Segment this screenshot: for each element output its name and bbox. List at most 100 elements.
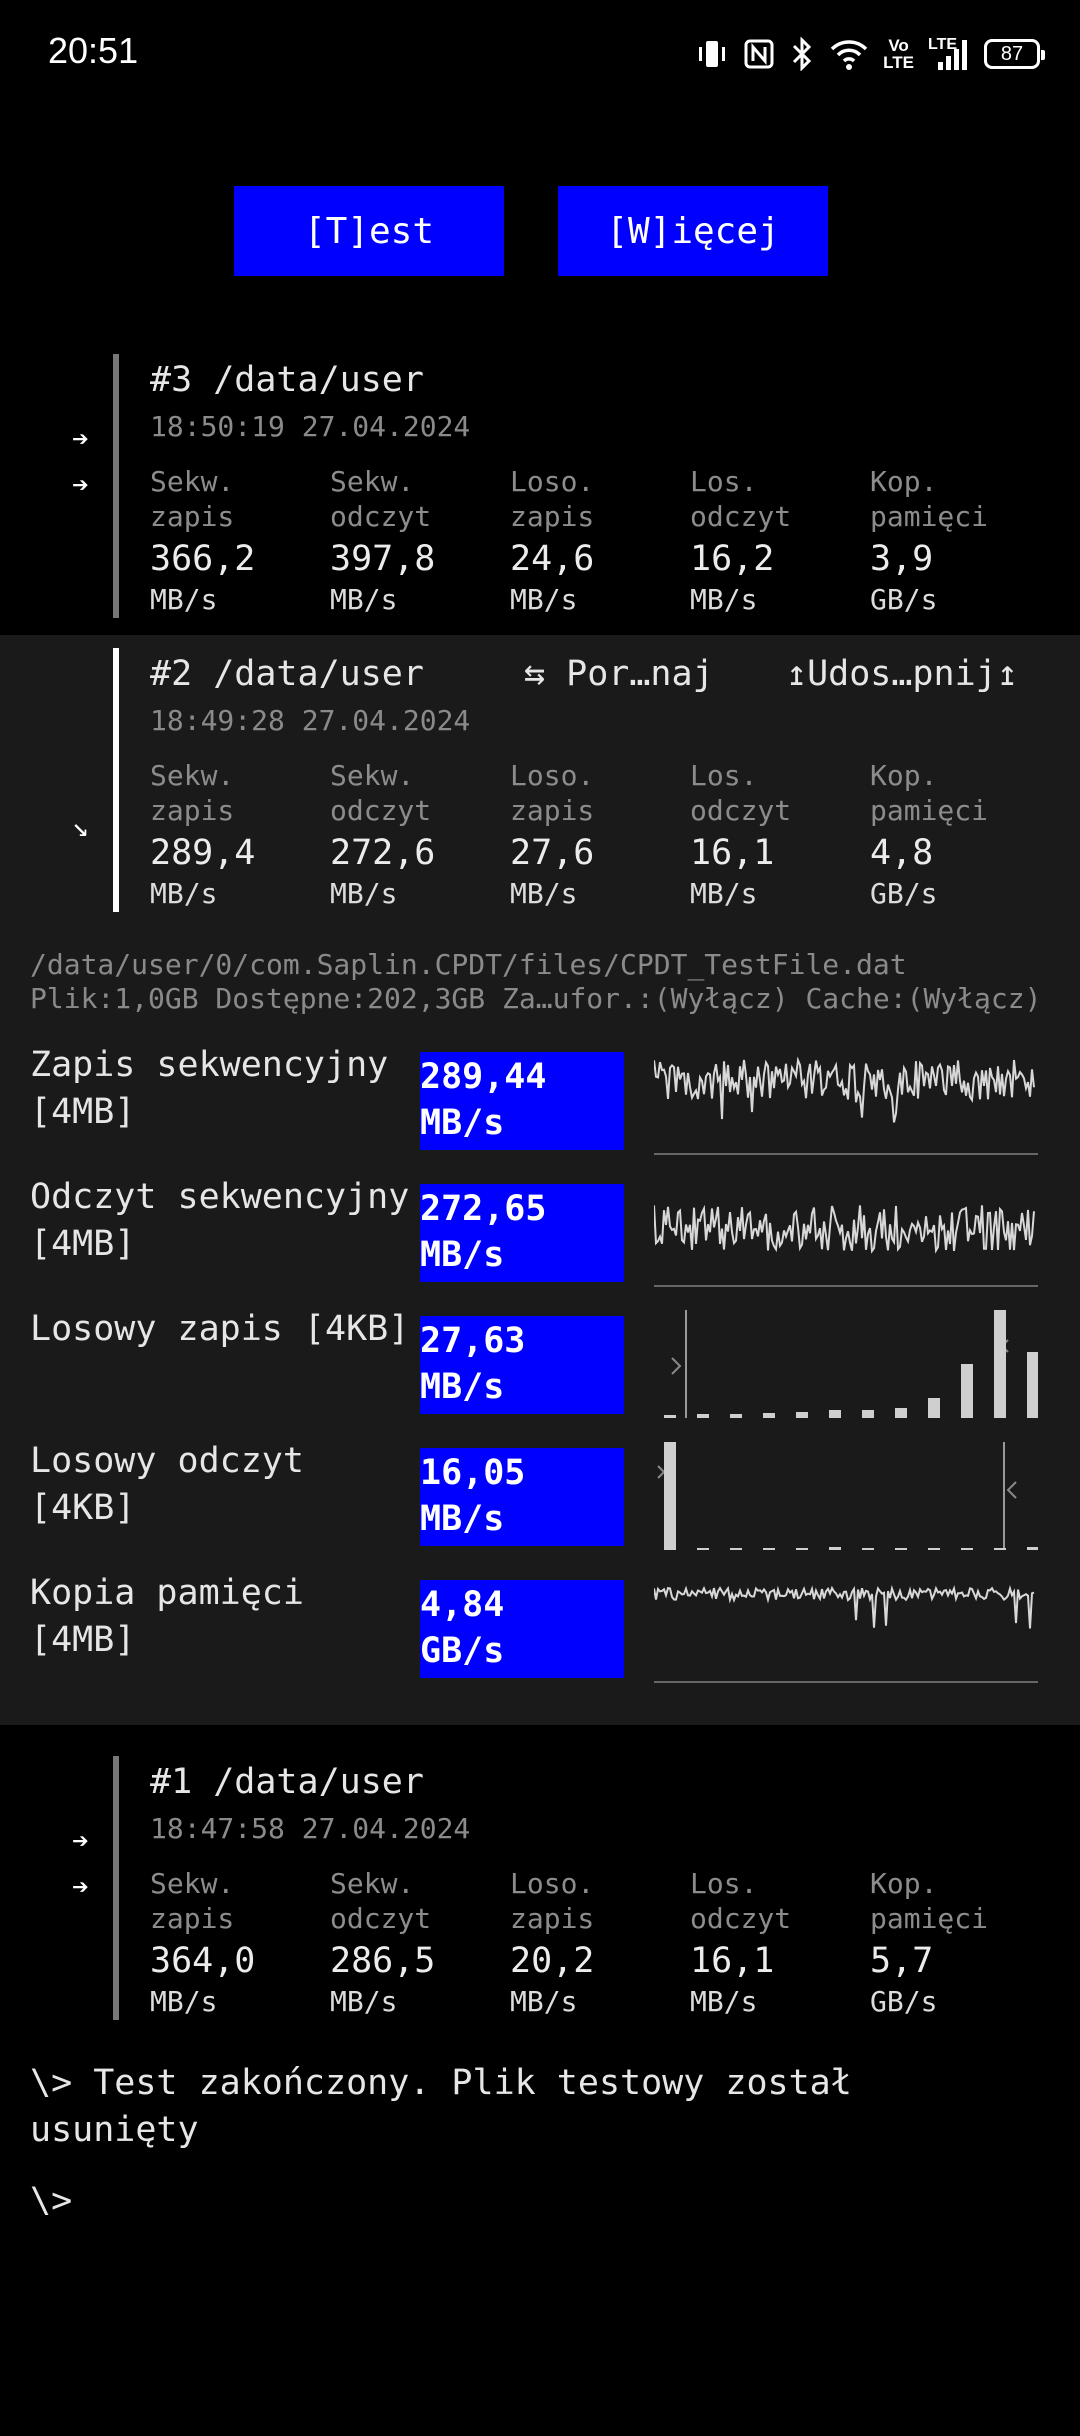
test-value: 16,05: [420, 1453, 526, 1493]
metric-label-line2: odczyt: [330, 1902, 432, 1935]
metric-unit: MB/s: [690, 583, 758, 616]
test-unit: GB/s: [420, 1631, 505, 1671]
test-result-mem-copy: 4,84 GB/s: [420, 1580, 624, 1678]
test-unit: MB/s: [420, 1235, 505, 1275]
metric-unit: MB/s: [330, 583, 398, 616]
result-entry-1[interactable]: ➔ ➔ #1 /data/user 18:47:58 27.04.2024 Se…: [0, 1756, 1080, 2020]
result-datetime: 18:50:19 27.04.2024: [150, 410, 471, 443]
metric-label-line1: Loso.: [510, 759, 595, 792]
histogram-bar: [994, 1310, 1006, 1418]
bluetooth-icon: [789, 37, 815, 71]
metric-mem-copy: Kop. pamięci 3,9 GB/s: [870, 464, 1050, 618]
metric-label-line1: Sekw.: [330, 1867, 415, 1900]
compare-button[interactable]: ⇆ Por…naj: [524, 654, 714, 694]
metric-label-line2: pamięci: [870, 500, 989, 533]
share-button[interactable]: ↥Udos…pnij↥: [786, 654, 1018, 694]
metric-label-line1: Sekw.: [150, 759, 235, 792]
metric-value: 5,7: [870, 1941, 934, 1981]
status-icons: Vo LTE LTE 87: [695, 30, 1045, 78]
result-divider-bar: [113, 1756, 119, 2020]
result-entry-2[interactable]: ↘ #2 /data/user ⇆ Por…naj ↥Udos…pnij↥ 18…: [0, 648, 1080, 912]
volte-icon: Vo LTE: [883, 37, 914, 71]
test-value: 27,63: [420, 1321, 526, 1361]
metric-seq-write: Sekw. zapis 289,4 MB/s: [150, 758, 330, 912]
histogram-bar: [697, 1548, 709, 1550]
status-time: 20:51: [48, 30, 139, 71]
metric-mem-copy: Kop. pamięci 5,7 GB/s: [870, 1866, 1050, 2020]
status-bar: 20:51 Vo LTE LTE 87: [0, 0, 1080, 110]
histogram-bar: [730, 1548, 742, 1550]
result-title: #1 /data/user: [150, 1762, 424, 1802]
result-entry-3[interactable]: ➔ ➔ #3 /data/user 18:50:19 27.04.2024 Se…: [0, 354, 1080, 618]
metric-unit: MB/s: [510, 583, 578, 616]
metric-label-line2: zapis: [510, 1902, 595, 1935]
metric-unit: GB/s: [870, 583, 938, 616]
metric-value: 4,8: [870, 833, 934, 873]
test-value: 272,65: [420, 1189, 547, 1229]
metric-unit: MB/s: [510, 877, 578, 910]
metric-unit: MB/s: [150, 877, 218, 910]
metric-label-line1: Los.: [690, 759, 758, 792]
metric-seq-read: Sekw. odczyt 397,8 MB/s: [330, 464, 510, 618]
metric-label-line2: zapis: [150, 794, 235, 827]
metric-unit: GB/s: [870, 877, 938, 910]
arrow-down-right-icon: ↘: [72, 810, 89, 843]
lte-label: LTE: [928, 36, 958, 53]
metric-value: 16,2: [690, 539, 775, 579]
metric-label-line2: zapis: [150, 500, 235, 533]
test-result-seq-read: 272,65 MB/s: [420, 1184, 624, 1282]
metric-value: 286,5: [330, 1941, 436, 1981]
metric-unit: MB/s: [690, 1985, 758, 2018]
vibrate-icon: [695, 37, 729, 71]
metric-rand-read: Los. odczyt 16,1 MB/s: [690, 758, 870, 912]
metric-unit: MB/s: [690, 877, 758, 910]
metric-unit: MB/s: [150, 1985, 218, 2018]
histogram-bar: [862, 1410, 874, 1418]
histogram-bar: [697, 1414, 709, 1418]
metric-seq-write: Sekw. zapis 366,2 MB/s: [150, 464, 330, 618]
histogram-bar: [961, 1364, 973, 1418]
test-label-seq-read: Odczyt sekwencyjny [4MB]: [30, 1177, 410, 1264]
metric-seq-read: Sekw. odczyt 286,5 MB/s: [330, 1866, 510, 2020]
console-prompt[interactable]: \>: [30, 2181, 73, 2221]
test-value: 289,44: [420, 1057, 547, 1097]
metric-label-line1: Los.: [690, 1867, 758, 1900]
metric-mem-copy: Kop. pamięci 4,8 GB/s: [870, 758, 1050, 912]
console-message: \> Test zakończony. Plik testowy został …: [30, 2063, 852, 2150]
metric-value: 27,6: [510, 833, 595, 873]
histogram-bar: [796, 1412, 808, 1418]
histogram-bar: [796, 1548, 808, 1550]
metric-label-line2: odczyt: [690, 794, 792, 827]
metric-label-line1: Loso.: [510, 465, 595, 498]
seq-write-sparkline: [654, 1056, 1038, 1155]
metric-label-line2: zapis: [510, 794, 595, 827]
test-result-rand-read: 16,05 MB/s: [420, 1448, 624, 1546]
metric-label-line2: odczyt: [690, 1902, 792, 1935]
test-unit: MB/s: [420, 1103, 505, 1143]
test-file-info[interactable]: Plik:1,0GB Dostępne:202,3GB Za…ufor.:(Wy…: [30, 982, 1042, 1015]
mem-copy-sparkline: [654, 1584, 1038, 1683]
metric-value: 289,4: [150, 833, 256, 873]
more-button[interactable]: [W]ięcej: [558, 186, 828, 276]
test-button[interactable]: [T]est: [234, 186, 504, 276]
histogram-bar: [895, 1408, 907, 1418]
test-label-seq-write: Zapis sekwencyjny [4MB]: [30, 1045, 389, 1132]
histogram-bar: [1027, 1352, 1038, 1418]
metric-value: 272,6: [330, 833, 436, 873]
histogram-bar: [928, 1548, 940, 1550]
metric-label-line2: pamięci: [870, 794, 989, 827]
metric-rand-write: Loso. zapis 27,6 MB/s: [510, 758, 690, 912]
result-divider-bar: [113, 354, 119, 618]
metric-label-line1: Kop.: [870, 1867, 938, 1900]
metric-label-line2: zapis: [150, 1902, 235, 1935]
metric-rand-write: Loso. zapis 20,2 MB/s: [510, 1866, 690, 2020]
histogram-bar: [961, 1548, 973, 1550]
histogram-bar: [928, 1398, 940, 1418]
result-divider-bar: [113, 648, 119, 912]
metric-label-line1: Sekw.: [330, 759, 415, 792]
metric-unit: GB/s: [870, 1985, 938, 2018]
battery-icon: 87: [984, 39, 1045, 69]
histogram-bar: [730, 1414, 742, 1418]
metric-value: 16,1: [690, 833, 775, 873]
metric-unit: MB/s: [330, 877, 398, 910]
